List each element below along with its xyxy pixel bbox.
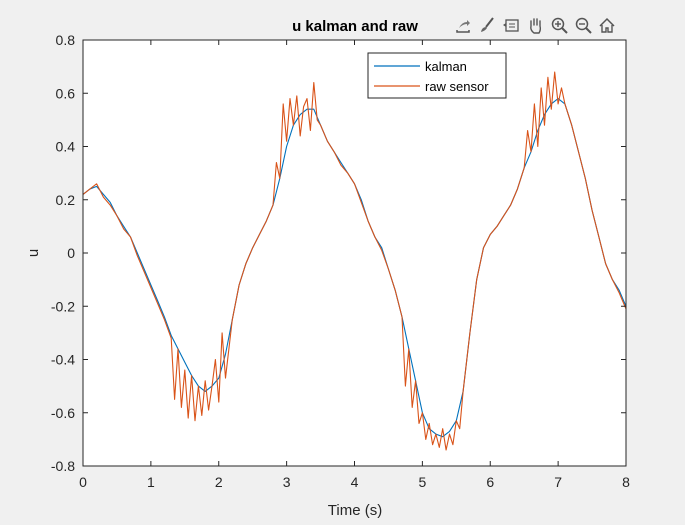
- pan-hand-icon: [530, 18, 542, 34]
- plot-lines: [82, 71, 627, 451]
- y-tick-label: -0.8: [51, 458, 75, 474]
- series-line-raw-sensor: [82, 71, 627, 451]
- legend[interactable]: kalman raw sensor: [367, 52, 507, 99]
- x-axis-label: Time (s): [328, 502, 382, 519]
- export-button[interactable]: [452, 14, 474, 36]
- y-tick-label: 0.4: [56, 139, 76, 155]
- export-icon: [456, 20, 470, 33]
- y-axis: -0.8 -0.6 -0.4 -0.2 0 0.2 0.4 0.6 0.8: [51, 32, 626, 474]
- legend-label: raw sensor: [425, 79, 489, 94]
- legend-label: kalman: [425, 59, 467, 74]
- y-tick-label: 0.8: [56, 32, 76, 48]
- y-tick-label: 0: [67, 245, 75, 261]
- y-tick-label: -0.6: [51, 405, 75, 421]
- y-tick-label: 0.6: [56, 85, 76, 101]
- x-tick-label: 7: [554, 474, 562, 490]
- x-axis: 0 1 2 3 4 5 6 7 8: [79, 40, 630, 490]
- y-tick-label: -0.4: [51, 352, 75, 368]
- y-axis-label: u: [25, 249, 42, 257]
- x-tick-label: 1: [147, 474, 155, 490]
- zoom-in-button[interactable]: [548, 14, 570, 36]
- x-tick-label: 8: [622, 474, 630, 490]
- legend-box: [367, 52, 507, 99]
- y-tick-label: 0.2: [56, 192, 76, 208]
- x-tick-label: 0: [79, 474, 87, 490]
- zoom-out-button[interactable]: [572, 14, 594, 36]
- x-tick-label: 2: [215, 474, 223, 490]
- x-tick-label: 4: [351, 474, 359, 490]
- x-tick-label: 5: [418, 474, 426, 490]
- data-tips-button[interactable]: [500, 14, 522, 36]
- brush-button[interactable]: [476, 14, 498, 36]
- axes-background: [83, 40, 626, 466]
- pan-hand-button[interactable]: [524, 14, 546, 36]
- zoom-in-icon: [551, 17, 568, 34]
- chart-title: u kalman and raw: [292, 18, 418, 35]
- x-tick-label: 3: [283, 474, 291, 490]
- x-tick-label: 6: [486, 474, 494, 490]
- home-icon: [599, 17, 615, 33]
- figure-toolbar: [452, 14, 618, 38]
- home-button[interactable]: [596, 14, 618, 36]
- data-tips-icon: [503, 19, 519, 32]
- y-tick-label: -0.2: [51, 298, 75, 314]
- brush-icon: [481, 17, 494, 32]
- zoom-out-icon: [575, 17, 592, 34]
